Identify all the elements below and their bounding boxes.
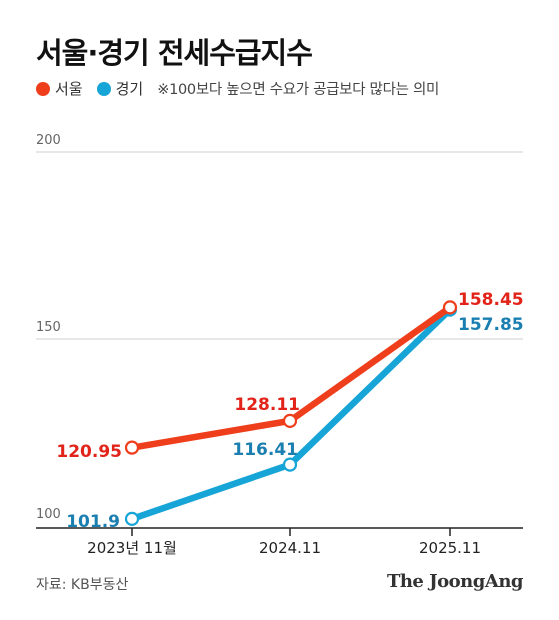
point-seoul-1 bbox=[282, 413, 298, 428]
data-label-seoul-1: 128.11 bbox=[234, 395, 300, 415]
legend-dot-seoul bbox=[36, 81, 50, 96]
data-label-gyeonggi-0: 101.9 bbox=[66, 512, 120, 532]
grid-layer bbox=[36, 151, 523, 340]
x-tick-label-2: 2025.11 bbox=[419, 539, 481, 557]
label-layer: 120.95 128.11 158.45 101.9 116.41 157.85 bbox=[56, 290, 523, 532]
publisher-logo: The JoongAng bbox=[386, 571, 524, 592]
legend-item-gyeonggi: 경기 bbox=[96, 78, 144, 99]
legend: 서울 경기 ※100보다 높으면 수요가 공급보다 많다는 의미 bbox=[36, 78, 439, 99]
legend-item-seoul: 서울 bbox=[36, 78, 83, 99]
legend-label-gyeonggi: 경기 bbox=[115, 80, 144, 98]
legend-note: ※100보다 높으면 수요가 공급보다 많다는 의미 bbox=[157, 82, 440, 98]
x-tick-label-1: 2024.11 bbox=[259, 539, 321, 557]
y-tick-label-200: 200 bbox=[36, 133, 61, 148]
data-label-gyeonggi-2: 157.85 bbox=[458, 315, 524, 335]
data-label-seoul-2: 158.45 bbox=[458, 290, 524, 310]
point-seoul-0 bbox=[124, 440, 140, 455]
chart-title: 서울·경기 전세수급지수 bbox=[36, 36, 313, 70]
y-tick-label-150: 150 bbox=[36, 320, 61, 335]
legend-label-seoul: 서울 bbox=[55, 80, 83, 98]
x-tick-label-0: 2023년 11월 bbox=[87, 539, 177, 557]
point-gyeonggi-0 bbox=[124, 511, 140, 526]
point-gyeonggi-1 bbox=[282, 457, 298, 472]
data-label-seoul-0: 120.95 bbox=[56, 442, 122, 462]
legend-dot-gyeonggi bbox=[96, 81, 111, 96]
source-note: 자료: KB부동산 bbox=[36, 577, 129, 593]
point-seoul-2 bbox=[442, 300, 458, 315]
data-label-gyeonggi-1: 116.41 bbox=[232, 440, 298, 460]
series-layer bbox=[124, 300, 458, 526]
axis-layer: 200 150 100 2023년 11월 2024.11 2025.11 bbox=[36, 133, 523, 557]
y-tick-label-100: 100 bbox=[36, 507, 61, 522]
